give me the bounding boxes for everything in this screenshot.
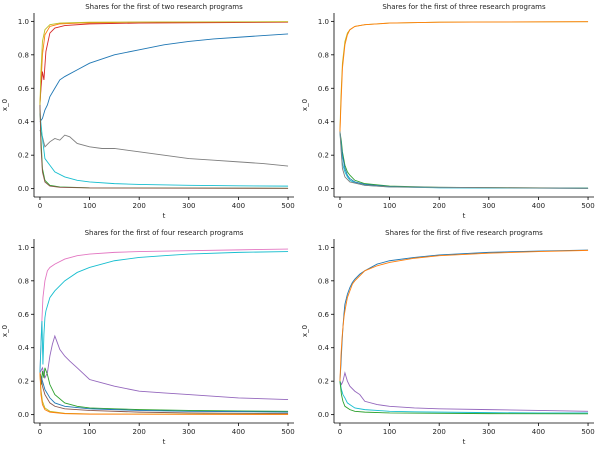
- series-line-1: [339, 21, 589, 132]
- series-line-2: [339, 249, 589, 382]
- series-line-7: [39, 372, 289, 415]
- series-line-1: [39, 248, 289, 373]
- subplot-2: Shares for the first of three research p…: [301, 3, 595, 220]
- x-tick-label: 0: [38, 202, 42, 210]
- y-tick-label: 1.0: [18, 18, 29, 26]
- x-tick-label: 400: [232, 428, 245, 436]
- series-line-5: [339, 131, 589, 189]
- x-tick-label: 500: [581, 202, 594, 210]
- x-tick-label: 200: [133, 202, 146, 210]
- y-tick-label: 0.2: [318, 378, 329, 386]
- subplot-4: Shares for the first of five research pr…: [301, 229, 595, 446]
- y-tick-label: 0.4: [18, 118, 30, 126]
- series-line-1: [339, 249, 589, 382]
- x-tick-label: 200: [133, 428, 146, 436]
- subplot-1: Shares for the first of two research pro…: [1, 3, 295, 220]
- y-tick-label: 0.2: [318, 152, 329, 160]
- x-axis-label: t: [463, 212, 466, 220]
- series-line-7: [39, 104, 289, 189]
- chart-title: Shares for the first of five research pr…: [385, 229, 543, 237]
- series-line-3: [39, 21, 289, 106]
- x-tick-label: 100: [83, 202, 96, 210]
- y-tick-label: 0.8: [18, 51, 29, 59]
- chart-title: Shares for the first of three research p…: [382, 3, 546, 11]
- x-axis-label: t: [163, 212, 166, 220]
- y-tick-label: 0.0: [318, 185, 329, 193]
- series-line-3: [339, 131, 589, 189]
- x-tick-label: 300: [182, 202, 195, 210]
- y-axis-label: x_0: [1, 325, 9, 337]
- y-tick-label: 1.0: [318, 244, 329, 252]
- chart-title: Shares for the first of two research pro…: [85, 3, 243, 11]
- series-line-5: [39, 372, 289, 413]
- y-tick-label: 0.0: [318, 411, 329, 419]
- series-line-2: [39, 21, 289, 106]
- x-tick-label: 500: [281, 428, 294, 436]
- y-tick-label: 0.6: [18, 85, 30, 93]
- y-axis-label: x_0: [301, 99, 309, 111]
- series-line-4: [39, 33, 289, 122]
- y-tick-label: 1.0: [318, 18, 329, 26]
- x-tick-label: 300: [182, 428, 195, 436]
- x-tick-label: 100: [383, 428, 396, 436]
- x-tick-label: 0: [38, 428, 42, 436]
- series-line-8: [39, 104, 289, 189]
- y-tick-label: 0.2: [18, 378, 29, 386]
- y-tick-label: 0.0: [18, 185, 29, 193]
- x-tick-label: 400: [532, 202, 545, 210]
- x-tick-label: 200: [433, 202, 446, 210]
- y-tick-label: 1.0: [18, 244, 29, 252]
- y-tick-label: 0.8: [18, 277, 29, 285]
- series-line-6: [39, 113, 289, 187]
- series-line-6: [39, 372, 289, 415]
- series-line-5: [339, 381, 589, 415]
- subplot-3: Shares for the first of four research pr…: [1, 229, 295, 446]
- x-tick-label: 100: [383, 202, 396, 210]
- x-tick-label: 500: [581, 428, 594, 436]
- y-tick-label: 0.6: [18, 311, 30, 319]
- y-tick-label: 0.6: [318, 311, 330, 319]
- y-tick-label: 0.8: [318, 277, 329, 285]
- y-tick-label: 0.4: [18, 344, 30, 352]
- y-tick-label: 0.4: [318, 118, 330, 126]
- x-tick-label: 0: [338, 202, 342, 210]
- series-line-4: [339, 131, 589, 189]
- series-line-1: [39, 21, 289, 106]
- x-tick-label: 300: [482, 428, 495, 436]
- x-tick-label: 500: [281, 202, 294, 210]
- series-line-3: [39, 334, 289, 401]
- y-tick-label: 0.0: [18, 411, 29, 419]
- series-line-5: [39, 129, 289, 167]
- x-axis-label: t: [463, 438, 466, 446]
- chart-title: Shares for the first of four research pr…: [85, 229, 244, 237]
- y-axis-label: x_0: [301, 325, 309, 337]
- x-tick-label: 300: [482, 202, 495, 210]
- series-line-2: [339, 21, 589, 132]
- y-tick-label: 0.4: [318, 344, 330, 352]
- x-axis-label: t: [163, 438, 166, 446]
- series-line-4: [339, 381, 589, 414]
- series-line-2: [39, 251, 289, 373]
- y-tick-label: 0.2: [18, 152, 29, 160]
- y-tick-label: 0.8: [318, 51, 329, 59]
- x-tick-label: 400: [532, 428, 545, 436]
- x-tick-label: 200: [433, 428, 446, 436]
- series-line-4: [39, 367, 289, 412]
- y-tick-label: 0.6: [318, 85, 330, 93]
- x-tick-label: 100: [83, 428, 96, 436]
- series-line-8: [39, 372, 289, 415]
- series-line-6: [339, 131, 589, 189]
- y-axis-label: x_0: [1, 99, 9, 111]
- series-line-3: [339, 371, 589, 412]
- x-tick-label: 400: [232, 202, 245, 210]
- x-tick-label: 0: [338, 428, 342, 436]
